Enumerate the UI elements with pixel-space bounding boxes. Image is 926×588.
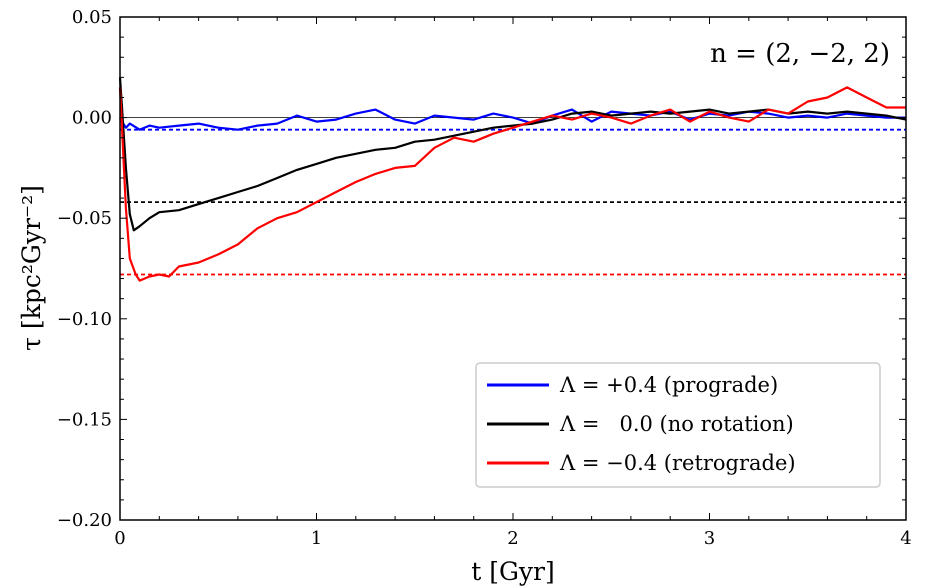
legend-label-prograde: Λ = +0.4 (prograde) xyxy=(559,373,778,397)
series-line-retrograde xyxy=(118,86,906,282)
x-tick-label: 3 xyxy=(704,528,715,549)
x-axis-label: t [Gyr] xyxy=(471,557,555,586)
x-tick-label: 4 xyxy=(900,528,911,549)
x-tick-label: 1 xyxy=(311,528,322,549)
annotation-n: n = (2, −2, 2) xyxy=(710,39,890,69)
x-tick-label: 2 xyxy=(507,528,518,549)
legend-box xyxy=(475,362,881,488)
series-layer xyxy=(118,77,907,282)
series-line-no-rotation xyxy=(118,77,907,232)
y-tick-label: −0.20 xyxy=(57,510,112,531)
y-axis-label: τ [kpc²Gyr⁻²] xyxy=(17,185,46,351)
legend: Λ = +0.4 (prograde) Λ = 0.0 (no rotation… xyxy=(475,362,881,488)
x-tick-label: 0 xyxy=(114,528,125,549)
y-tick-label: −0.10 xyxy=(57,309,112,330)
y-tick-label: −0.05 xyxy=(57,208,112,229)
legend-label-retrograde: Λ = −0.4 (retrograde) xyxy=(559,451,796,475)
ticks-layer: 0 1 2 3 4 −0.20 −0.15 −0.10 −0.05 0.00 0.05 xyxy=(57,7,912,549)
y-tick-label: −0.15 xyxy=(57,409,112,430)
y-tick-label: 0.00 xyxy=(72,108,112,129)
plot-frame xyxy=(119,16,907,521)
legend-label-no-rotation: Λ = 0.0 (no rotation) xyxy=(559,412,794,436)
y-tick-label: 0.05 xyxy=(72,7,112,28)
